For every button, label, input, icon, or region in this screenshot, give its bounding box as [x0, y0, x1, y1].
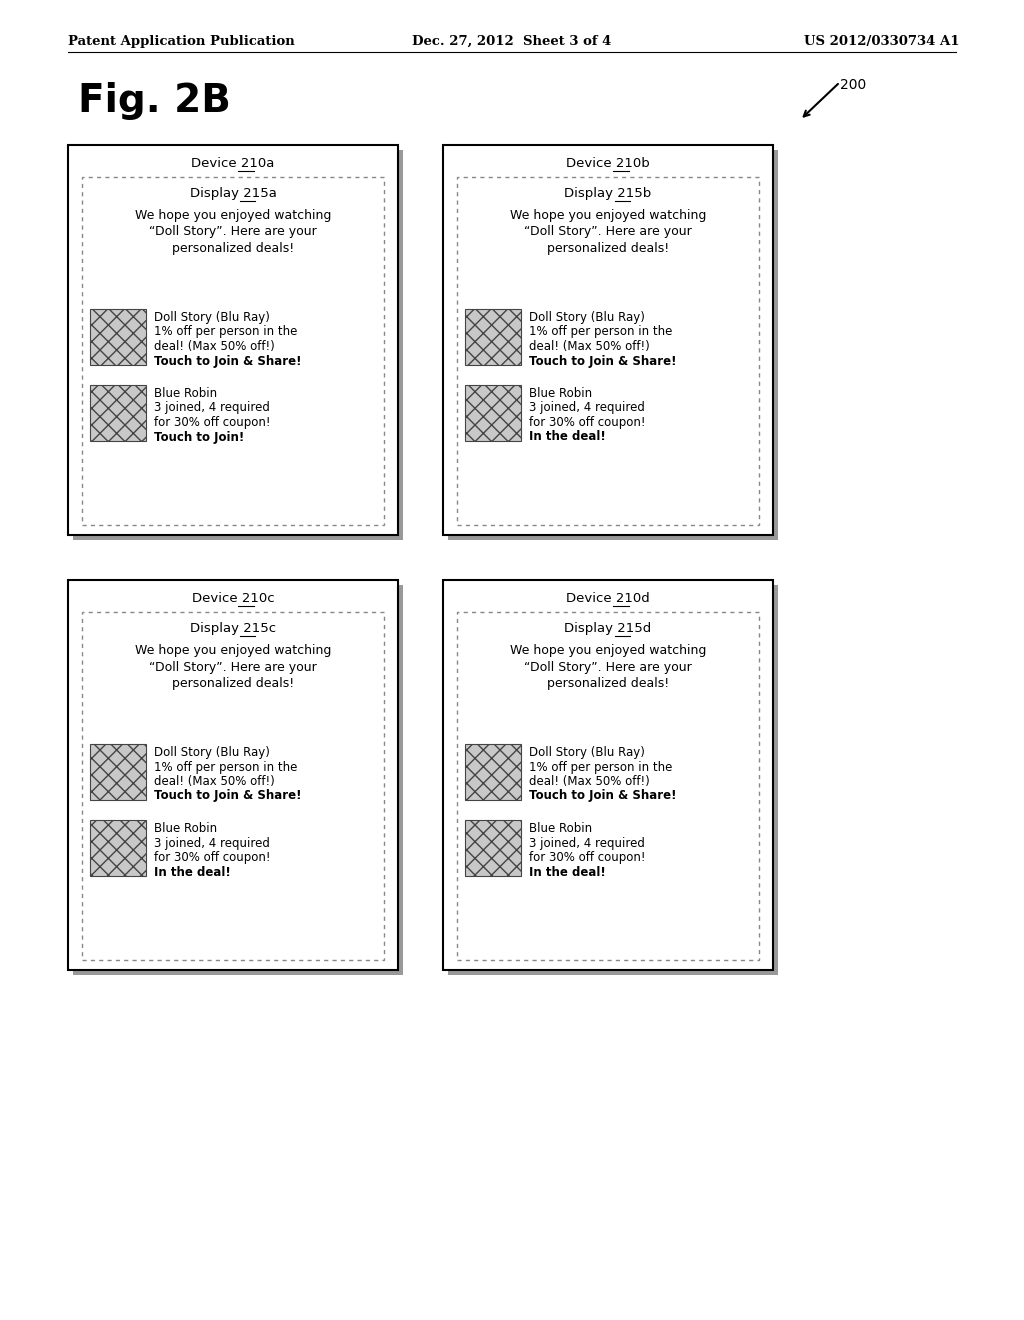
- Text: Device 210d: Device 210d: [566, 591, 650, 605]
- Text: Display 215c: Display 215c: [189, 622, 276, 635]
- Text: Touch to Join!: Touch to Join!: [154, 430, 245, 444]
- Bar: [82, 177, 384, 525]
- Text: Blue Robin: Blue Robin: [154, 387, 217, 400]
- Text: Device 210b: Device 210b: [566, 157, 650, 170]
- Text: Touch to Join & Share!: Touch to Join & Share!: [529, 355, 677, 367]
- Text: for 30% off coupon!: for 30% off coupon!: [154, 416, 270, 429]
- Text: Patent Application Publication: Patent Application Publication: [68, 36, 295, 48]
- Bar: [68, 145, 398, 535]
- Bar: [465, 820, 521, 876]
- Text: Device 210c: Device 210c: [191, 591, 274, 605]
- Text: deal! (Max 50% off!): deal! (Max 50% off!): [529, 775, 650, 788]
- Bar: [90, 309, 146, 366]
- Text: deal! (Max 50% off!): deal! (Max 50% off!): [154, 775, 274, 788]
- Text: Display 215b: Display 215b: [564, 187, 651, 201]
- Text: for 30% off coupon!: for 30% off coupon!: [529, 416, 645, 429]
- Text: 1% off per person in the: 1% off per person in the: [154, 760, 297, 774]
- Text: 3 joined, 4 required: 3 joined, 4 required: [154, 837, 270, 850]
- Text: Fig. 2B: Fig. 2B: [78, 82, 230, 120]
- Bar: [90, 744, 146, 800]
- Bar: [465, 385, 521, 441]
- Text: Display 215a: Display 215a: [189, 187, 276, 201]
- Text: 1% off per person in the: 1% off per person in the: [529, 326, 673, 338]
- Text: 3 joined, 4 required: 3 joined, 4 required: [529, 837, 645, 850]
- Bar: [90, 385, 146, 441]
- Text: Touch to Join & Share!: Touch to Join & Share!: [154, 789, 301, 803]
- Bar: [465, 744, 521, 800]
- Text: We hope you enjoyed watching
“Doll Story”. Here are your
personalized deals!: We hope you enjoyed watching “Doll Story…: [510, 644, 707, 690]
- Text: We hope you enjoyed watching
“Doll Story”. Here are your
personalized deals!: We hope you enjoyed watching “Doll Story…: [135, 209, 331, 255]
- Text: 1% off per person in the: 1% off per person in the: [154, 326, 297, 338]
- Text: Blue Robin: Blue Robin: [529, 387, 592, 400]
- Text: Dec. 27, 2012  Sheet 3 of 4: Dec. 27, 2012 Sheet 3 of 4: [413, 36, 611, 48]
- Bar: [73, 585, 403, 975]
- Text: Doll Story (Blu Ray): Doll Story (Blu Ray): [154, 312, 270, 323]
- Text: for 30% off coupon!: for 30% off coupon!: [529, 851, 645, 865]
- Text: 200: 200: [840, 78, 866, 92]
- Text: Blue Robin: Blue Robin: [529, 822, 592, 836]
- Bar: [449, 585, 778, 975]
- Text: We hope you enjoyed watching
“Doll Story”. Here are your
personalized deals!: We hope you enjoyed watching “Doll Story…: [510, 209, 707, 255]
- Text: Blue Robin: Blue Robin: [154, 822, 217, 836]
- Text: deal! (Max 50% off!): deal! (Max 50% off!): [529, 341, 650, 352]
- Text: Device 210a: Device 210a: [191, 157, 274, 170]
- Bar: [465, 309, 521, 366]
- Bar: [68, 579, 398, 970]
- Text: Doll Story (Blu Ray): Doll Story (Blu Ray): [529, 746, 645, 759]
- Text: 1% off per person in the: 1% off per person in the: [529, 760, 673, 774]
- Text: In the deal!: In the deal!: [529, 866, 606, 879]
- Text: Display 215d: Display 215d: [564, 622, 651, 635]
- Bar: [443, 579, 773, 970]
- Bar: [73, 150, 403, 540]
- Bar: [90, 820, 146, 876]
- Text: Touch to Join & Share!: Touch to Join & Share!: [529, 789, 677, 803]
- Text: 3 joined, 4 required: 3 joined, 4 required: [154, 401, 270, 414]
- Bar: [449, 150, 778, 540]
- Text: Doll Story (Blu Ray): Doll Story (Blu Ray): [529, 312, 645, 323]
- Text: In the deal!: In the deal!: [154, 866, 230, 879]
- Text: Doll Story (Blu Ray): Doll Story (Blu Ray): [154, 746, 270, 759]
- Text: 3 joined, 4 required: 3 joined, 4 required: [529, 401, 645, 414]
- Text: deal! (Max 50% off!): deal! (Max 50% off!): [154, 341, 274, 352]
- Bar: [457, 177, 759, 525]
- Text: In the deal!: In the deal!: [529, 430, 606, 444]
- Text: Touch to Join & Share!: Touch to Join & Share!: [154, 355, 301, 367]
- Bar: [82, 612, 384, 960]
- Text: US 2012/0330734 A1: US 2012/0330734 A1: [805, 36, 961, 48]
- Bar: [443, 145, 773, 535]
- Text: for 30% off coupon!: for 30% off coupon!: [154, 851, 270, 865]
- Bar: [457, 612, 759, 960]
- Text: We hope you enjoyed watching
“Doll Story”. Here are your
personalized deals!: We hope you enjoyed watching “Doll Story…: [135, 644, 331, 690]
